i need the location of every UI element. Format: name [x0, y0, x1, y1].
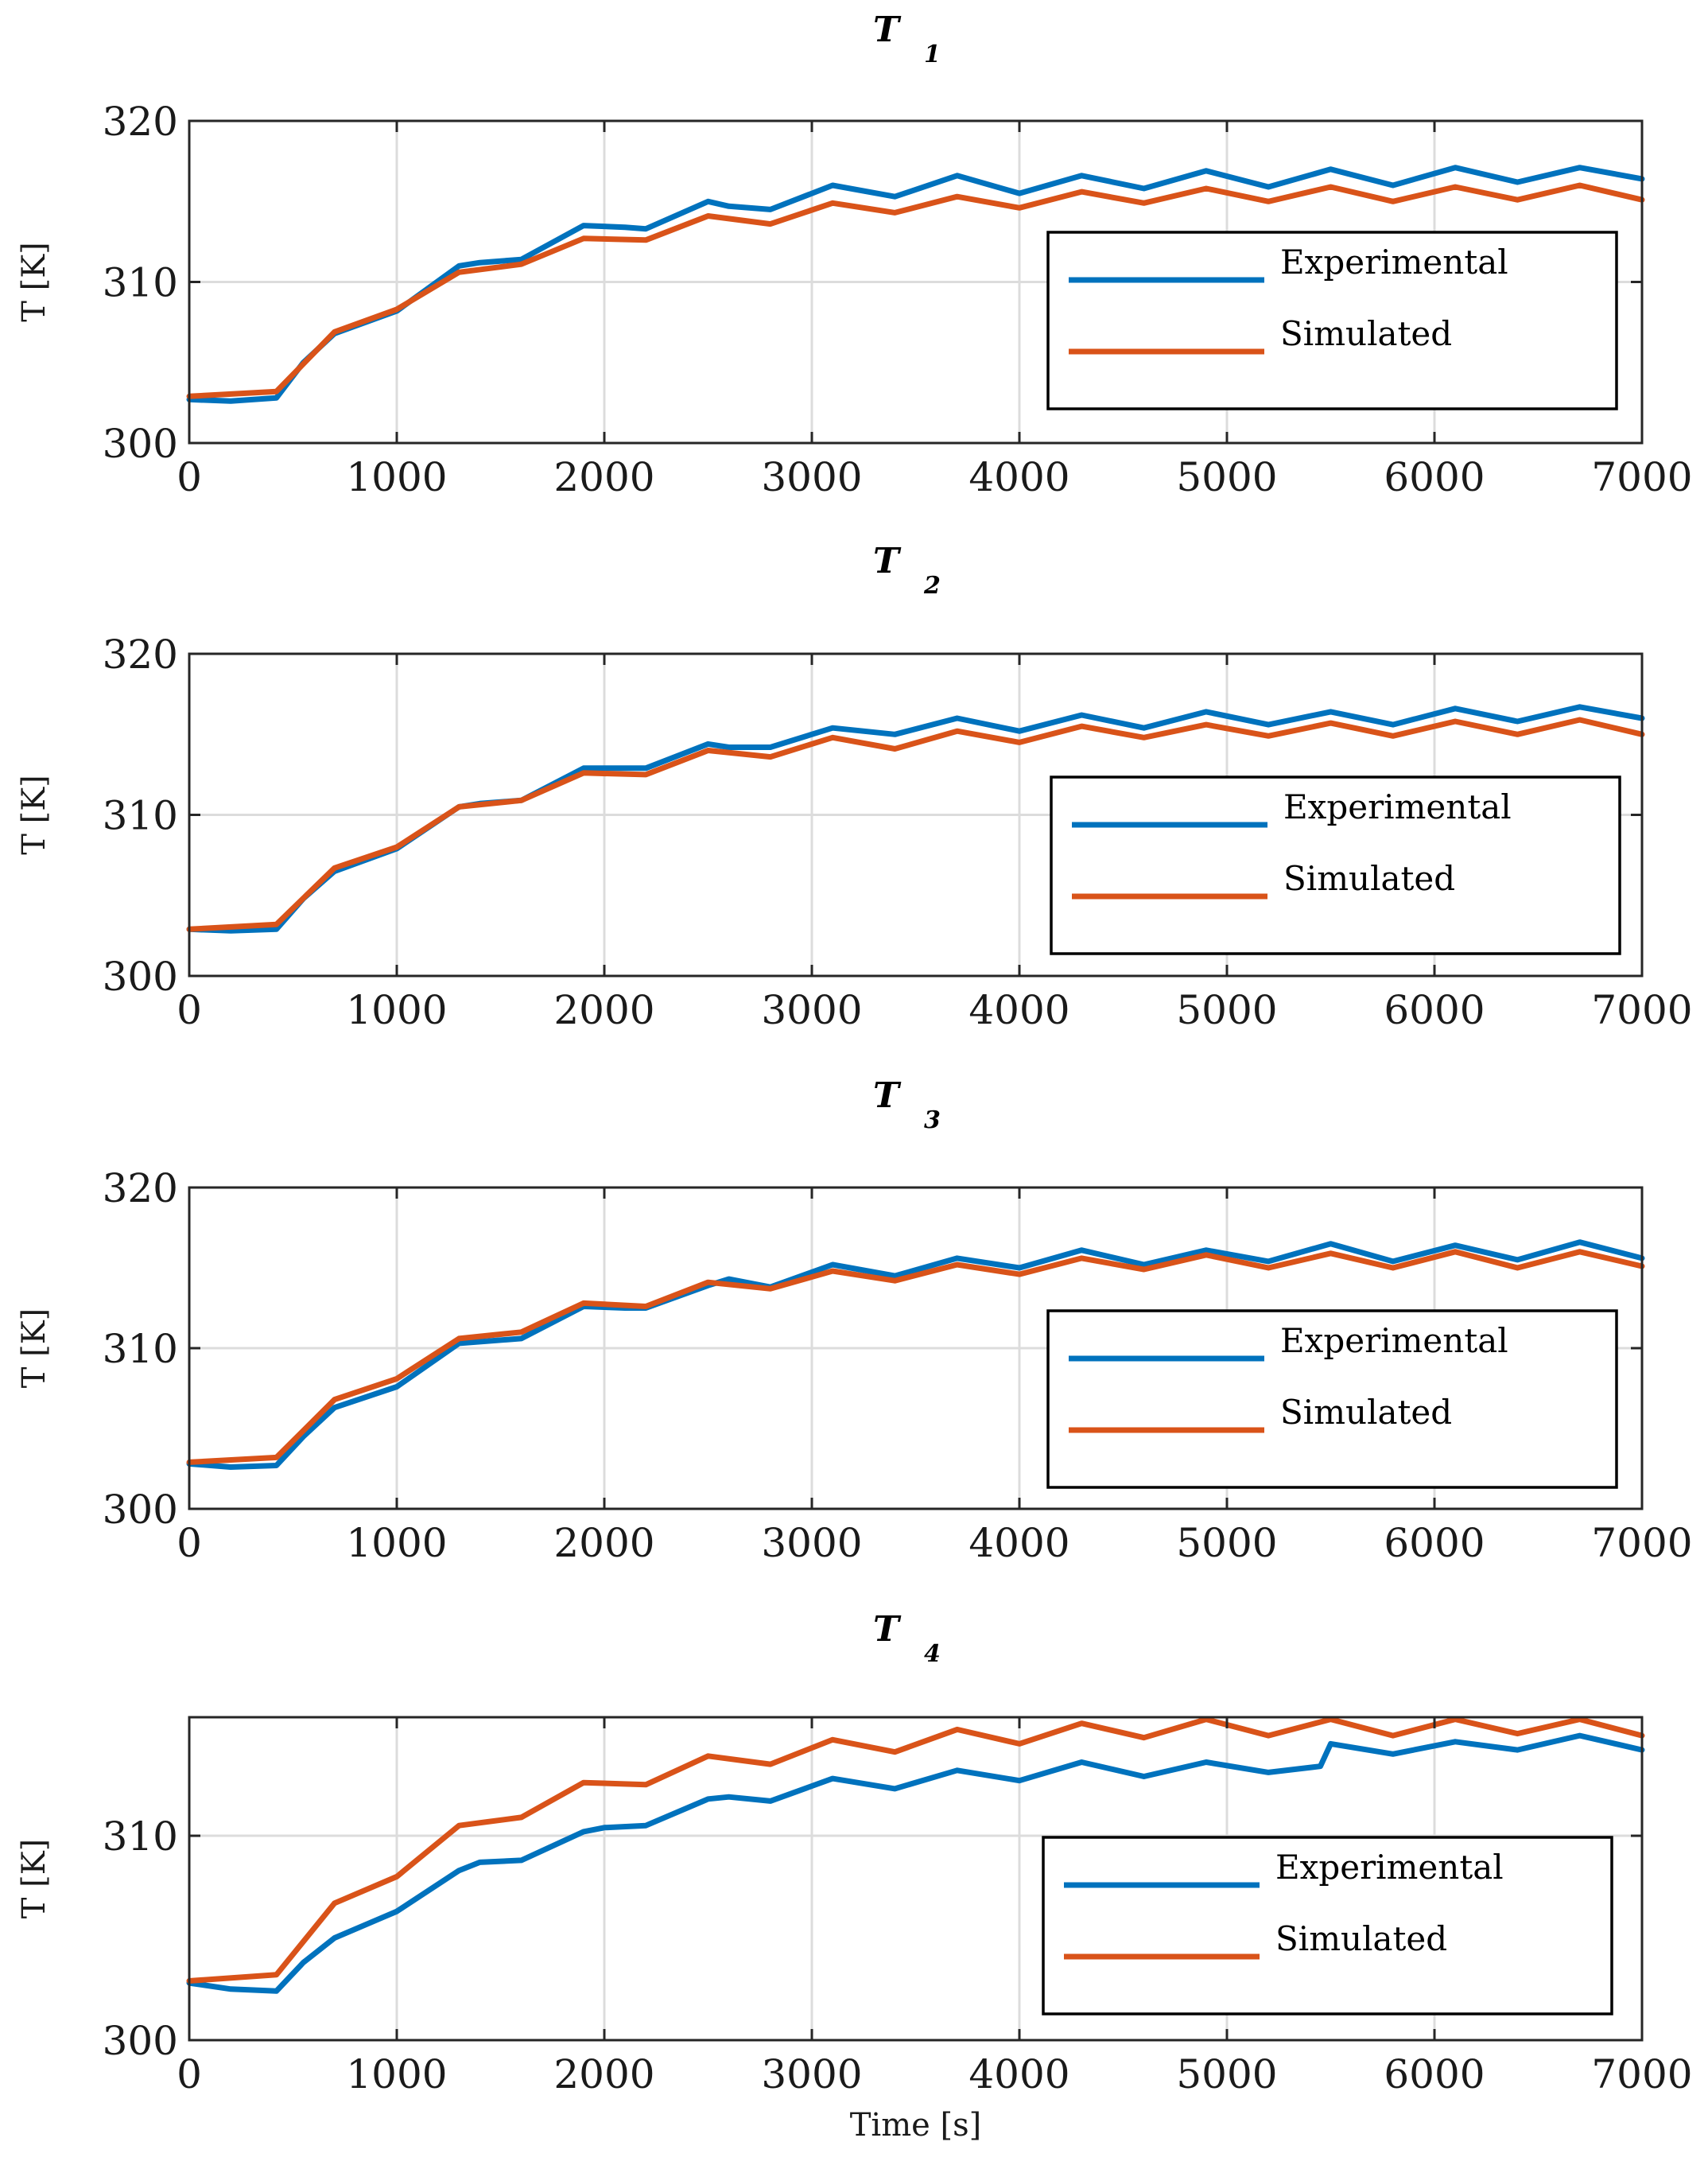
- x-tick-label: 2000: [553, 987, 654, 1033]
- chart-title-subscript: 3: [924, 1106, 941, 1134]
- legend: Experimental Simulated: [1046, 1309, 1618, 1489]
- x-tick-label: 6000: [1384, 454, 1485, 500]
- chart-title-subscript: 2: [923, 572, 941, 600]
- x-tick-label: 7000: [1591, 1520, 1692, 1566]
- x-tick-label: 4000: [969, 987, 1069, 1033]
- axes-frame: [188, 1716, 1644, 2042]
- x-tick-label: 5000: [1176, 2051, 1277, 2097]
- chart-title: T: [873, 1609, 902, 1650]
- y-tick-label: 320: [103, 99, 178, 145]
- x-tick-label: 7000: [1591, 987, 1692, 1033]
- x-tick-label: 3000: [761, 454, 862, 500]
- panel-1: 0 1000 2000 3000 4000 5000 6000 7000 300 310 320 T …: [16, 10, 1693, 500]
- y-tick-label: 320: [103, 632, 178, 678]
- x-tick-label: 4000: [969, 2051, 1069, 2097]
- legend-box: [1042, 1836, 1613, 2015]
- y-tick-label: 300: [103, 421, 178, 467]
- x-tick-label: 5000: [1176, 454, 1277, 500]
- x-tick-label: 6000: [1384, 1520, 1485, 1566]
- series-line-simulated: [186, 182, 1645, 399]
- y-axis-label: T [K]: [16, 1839, 52, 1919]
- x-tick-label: 2000: [553, 1520, 654, 1566]
- y-tick-label: 300: [103, 2018, 178, 2064]
- x-tick-label: 7000: [1591, 2051, 1692, 2097]
- panel-2: 0 1000 2000 3000 4000 5000 6000 7000 300 310 320 T …: [16, 541, 1693, 1033]
- legend-label-simulated: Simulated: [1275, 1919, 1447, 1958]
- x-tick-label: 1000: [346, 1520, 447, 1566]
- legend: Experimental Simulated: [1050, 775, 1621, 955]
- y-tick-label: 310: [103, 1326, 178, 1372]
- x-tick-label: 0: [177, 2051, 202, 2097]
- x-axis-label: Time [s]: [850, 2107, 982, 2144]
- x-tick-label: 0: [177, 454, 202, 500]
- series-line-simulated: [186, 1716, 1645, 1984]
- y-tick-label: 310: [103, 1813, 178, 1860]
- legend-label-experimental: Experimental: [1280, 243, 1508, 282]
- legend: Experimental Simulated: [1042, 1836, 1613, 2015]
- x-tick-label: 5000: [1176, 987, 1277, 1033]
- chart-title-subscript: 1: [924, 41, 941, 68]
- x-tick-label: 1000: [346, 454, 447, 500]
- y-axis-label: T [K]: [16, 242, 52, 322]
- legend-label-experimental: Experimental: [1280, 1321, 1508, 1360]
- x-tick-label: 2000: [553, 2051, 654, 2097]
- series-line-experimental: [186, 1732, 1645, 1994]
- series-line-simulated: [186, 717, 1645, 932]
- y-axis-label: T [K]: [16, 1308, 52, 1389]
- x-tick-label: 1000: [346, 2051, 447, 2097]
- x-tick-label: 4000: [969, 454, 1069, 500]
- y-axis-label: T [K]: [16, 775, 52, 855]
- y-tick-label: 320: [103, 1165, 178, 1211]
- chart-title-subscript: 4: [924, 1640, 941, 1668]
- x-tick-label: 1000: [346, 987, 447, 1033]
- x-tick-label: 3000: [761, 1520, 862, 1566]
- legend-label-experimental: Experimental: [1283, 787, 1512, 826]
- x-tick-label: 6000: [1384, 987, 1485, 1033]
- legend-box: [1046, 231, 1618, 410]
- x-tick-label: 3000: [761, 987, 862, 1033]
- y-tick-label: 310: [103, 260, 178, 306]
- panel-4: 0 1000 2000 3000 4000 5000 6000 7000 300 310 T [K]…: [16, 1609, 1693, 2144]
- y-tick-label: 300: [103, 1487, 178, 1533]
- x-tick-label: 7000: [1591, 454, 1692, 500]
- x-tick-label: 2000: [553, 454, 654, 500]
- legend-label-simulated: Simulated: [1283, 859, 1455, 898]
- x-tick-label: 6000: [1384, 2051, 1485, 2097]
- panel-3: 0 1000 2000 3000 4000 5000 6000 7000 300 310 320 T …: [16, 1075, 1693, 1566]
- chart-title: T: [873, 10, 902, 50]
- legend-label-simulated: Simulated: [1280, 1393, 1452, 1432]
- x-tick-label: 4000: [969, 1520, 1069, 1566]
- legend: Experimental Simulated: [1046, 231, 1618, 410]
- legend-box: [1050, 775, 1621, 955]
- chart-title: T: [873, 541, 902, 581]
- chart-title: T: [873, 1075, 902, 1116]
- x-tick-label: 0: [177, 987, 202, 1033]
- legend-label-experimental: Experimental: [1275, 1848, 1504, 1887]
- series-line-simulated: [186, 1249, 1645, 1465]
- y-tick-label: 310: [103, 793, 178, 839]
- legend-label-simulated: Simulated: [1280, 314, 1452, 353]
- x-tick-label: 3000: [761, 2051, 862, 2097]
- x-tick-label: 5000: [1176, 1520, 1277, 1566]
- x-tick-label: 0: [177, 1520, 202, 1566]
- legend-box: [1046, 1309, 1618, 1489]
- y-tick-label: 300: [103, 954, 178, 1000]
